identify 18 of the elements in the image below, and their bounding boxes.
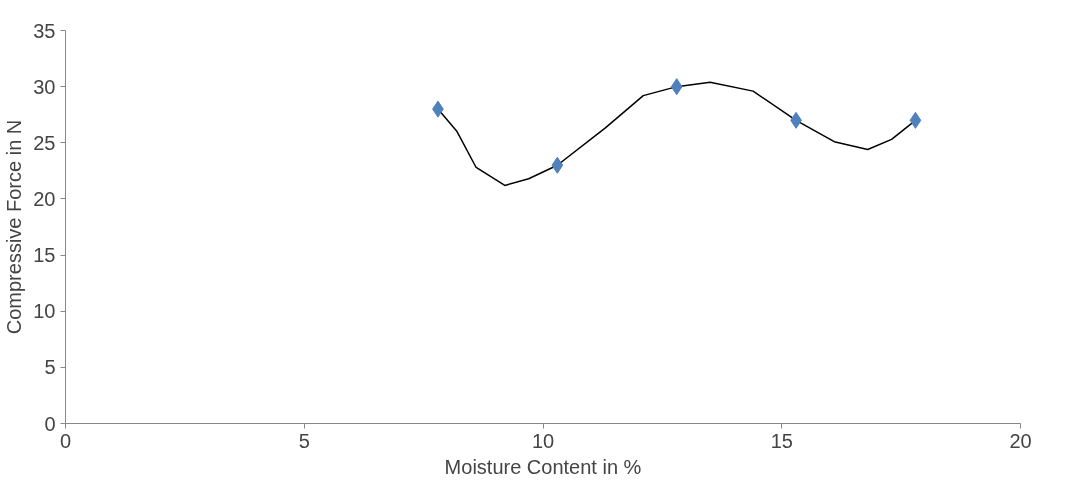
y-tick-label: 0	[44, 412, 56, 435]
y-tick-label: 25	[33, 131, 56, 154]
point	[551, 156, 564, 174]
x-tick-label: 10	[531, 429, 555, 452]
point	[670, 78, 683, 96]
point	[909, 111, 922, 129]
x-tick-label: 5	[298, 429, 310, 452]
y-tick-label: 15	[33, 244, 56, 267]
y-axis-title: Compressive Force in N	[3, 119, 26, 335]
x-axis-title: Moisture Content in %	[444, 455, 642, 478]
x-tick-label: 20	[1009, 429, 1032, 452]
x-tick-label: 15	[770, 429, 793, 452]
y-tick-label: 10	[33, 300, 56, 323]
x-tick-label: 0	[59, 429, 72, 452]
y-tick-label: 35	[33, 19, 56, 42]
y-tick-label: 5	[44, 356, 56, 379]
y-tick-label: 30	[33, 75, 56, 98]
y-tick-label: 20	[33, 187, 56, 210]
